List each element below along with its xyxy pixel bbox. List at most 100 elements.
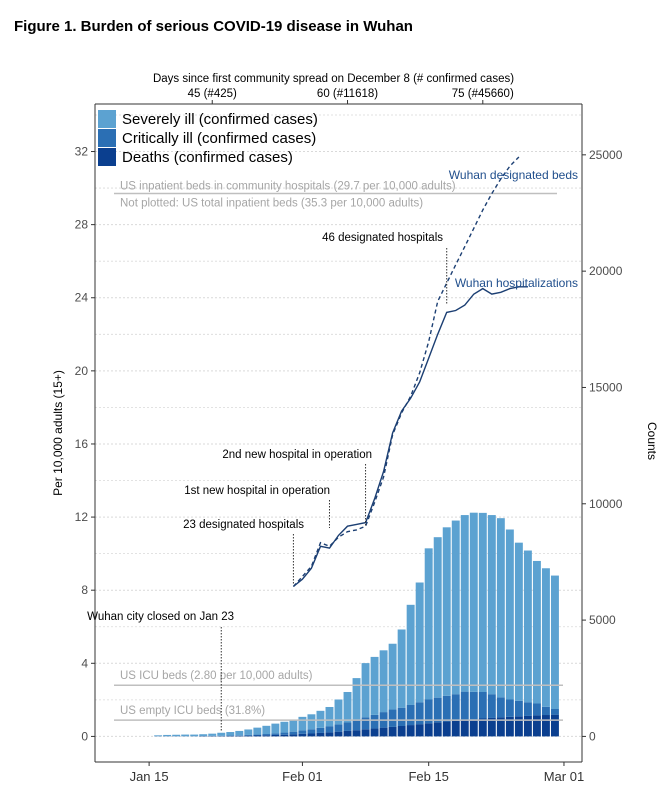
bar-severe [280,721,289,733]
bar-deaths [532,715,541,737]
x-tick-label: Mar 01 [544,769,584,784]
bar-deaths [244,735,253,737]
bar-critical [460,691,469,720]
bar-deaths [478,718,487,737]
bar-severe [343,691,352,723]
y2-tick-label: 5000 [589,613,616,627]
annotation-text: 46 designated hospitals [322,232,443,244]
bar-critical [235,735,244,736]
bar-critical [253,734,262,736]
bar-deaths [280,734,289,737]
bar-deaths [505,716,514,737]
y2-tick-label: 0 [589,729,596,743]
bar-deaths [361,729,370,737]
bar-deaths [370,728,379,737]
bar-severe [451,520,460,695]
bar-critical [334,724,343,732]
bar-deaths [307,733,316,737]
bar-layer [154,512,559,737]
bar-critical [514,700,523,717]
bar-severe [325,706,334,727]
bar-critical [397,707,406,726]
bar-severe [469,512,478,692]
bar-deaths [523,715,532,737]
bar-deaths [316,732,325,737]
bar-severe [424,548,433,700]
bar-severe [298,716,307,731]
bar-severe [208,733,217,736]
bar-severe [181,734,190,737]
bar-critical [469,691,478,720]
top-tick-label: 75 (#45660) [452,88,514,100]
y-tick-label: 28 [75,218,89,232]
bar-critical [271,733,280,735]
annotations: 46 designated hospitals 2nd new hospital … [87,232,448,732]
ref-label-inpatient-beds: US inpatient beds in community hospitals… [120,181,456,193]
ref-label-icu-beds: US ICU beds (2.80 per 10,000 adults) [120,670,313,682]
bar-severe [307,714,316,730]
reference-lines: US inpatient beds in community hospitals… [114,181,563,721]
bar-deaths [325,732,334,737]
bar-severe [415,582,424,703]
bar-critical [496,697,505,718]
bar-deaths [226,735,235,737]
bar-deaths [343,730,352,737]
y-tick-label: 8 [81,583,88,597]
bar-deaths [487,717,496,737]
bar-severe [514,542,523,701]
bar-critical [433,697,442,723]
bar-deaths [442,721,451,737]
bar-critical [442,695,451,722]
bar-severe [289,719,298,732]
top-tick-label: 45 (#425) [188,88,237,100]
bar-critical [505,699,514,717]
label-designated-beds: Wuhan designated beds [449,168,578,182]
y-tick-label: 12 [75,510,89,524]
y-axis-title: Per 10,000 adults (15+) [51,370,65,496]
bar-critical [523,702,532,716]
bar-critical [487,694,496,718]
bar-critical [550,708,559,715]
bar-severe [217,732,226,736]
bar-critical [316,727,325,733]
bar-deaths [460,719,469,737]
bar-deaths [550,714,559,737]
bar-severe [478,512,487,692]
y2-axis-title: Counts [645,422,659,460]
bar-severe [172,734,181,737]
bar-deaths [451,720,460,737]
x-tick-label: Feb 01 [282,769,322,784]
y-tick-label: 16 [75,437,89,451]
bar-critical [343,722,352,731]
y-tick-label: 20 [75,364,89,378]
bar-critical [451,694,460,721]
ref-note-total-beds: Not plotted: US total inpatient beds (35… [120,198,423,210]
bar-deaths [298,733,307,737]
y-tick-label: 32 [75,145,89,159]
annotation-text: Wuhan city closed on Jan 23 [87,611,234,623]
y2-tick-label: 15000 [589,380,623,394]
legend-label: Deaths (confirmed cases) [122,149,293,166]
y-tick-label: 24 [75,291,89,305]
bar-critical [415,702,424,725]
bar-deaths [424,723,433,737]
bar-deaths [262,735,271,737]
bar-severe [253,727,262,735]
bar-severe [532,560,541,704]
bar-severe [397,629,406,708]
legend-swatch [98,110,116,128]
bar-critical [307,729,316,734]
bar-severe [334,699,343,725]
bar-deaths [433,722,442,737]
legend-label: Critically ill (confirmed cases) [122,130,316,147]
bar-deaths [235,735,244,737]
bar-severe [235,730,244,736]
bar-severe [352,678,361,721]
bar-critical [388,709,397,727]
label-hospitalizations: Wuhan hospitalizations [455,276,578,290]
line-layer: Wuhan designated beds Wuhan hospitalizati… [292,156,578,588]
y2-tick-label: 20000 [589,264,623,278]
line-designated-beds [292,156,520,587]
x-tick-label: Feb 15 [408,769,448,784]
bar-critical [262,734,271,736]
